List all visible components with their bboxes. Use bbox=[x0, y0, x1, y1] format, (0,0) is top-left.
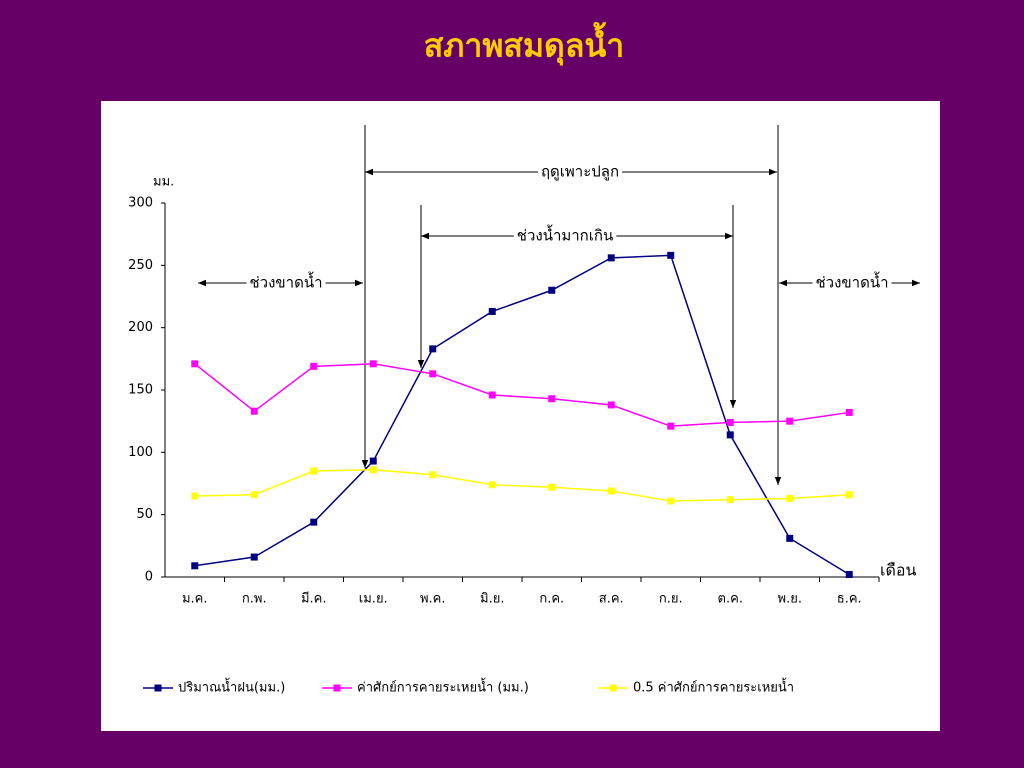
series-line bbox=[194, 363, 850, 427]
data-point bbox=[488, 481, 496, 489]
series-line bbox=[194, 469, 850, 502]
data-point bbox=[667, 251, 675, 259]
data-point bbox=[310, 518, 318, 526]
annotation-bg bbox=[246, 271, 326, 292]
y-tick-label: 200 bbox=[128, 320, 153, 335]
chart-panel bbox=[101, 101, 940, 731]
legend-label: 0.5 ค่าศักย์การคายระเหยน้ำ bbox=[633, 678, 794, 696]
annotation-bg bbox=[537, 162, 623, 181]
legend-marker bbox=[333, 684, 341, 692]
series-line bbox=[194, 254, 850, 576]
data-point bbox=[429, 471, 437, 479]
x-tick-label: ก.ย. bbox=[659, 592, 683, 607]
annotation-label: ช่วงขาดน้ำ bbox=[249, 272, 322, 292]
annotation-label: ฤดูเพาะปลูก bbox=[541, 163, 619, 181]
annotation-label: ช่วงขาดน้ำ bbox=[815, 272, 888, 292]
legend-label: ปริมาณน้ำฝน(มม.) bbox=[178, 678, 285, 696]
x-tick-label: พ.ค. bbox=[420, 592, 446, 607]
y-tick-label: 250 bbox=[128, 258, 153, 273]
data-point bbox=[845, 491, 853, 499]
data-point bbox=[726, 496, 734, 504]
data-point bbox=[845, 571, 853, 579]
data-point bbox=[250, 407, 258, 415]
data-point bbox=[667, 422, 675, 430]
x-tick-label: ก.ค. bbox=[539, 592, 564, 607]
data-point bbox=[607, 487, 615, 495]
data-point bbox=[548, 395, 556, 403]
data-point bbox=[786, 494, 794, 502]
data-point bbox=[369, 466, 377, 474]
x-tick-label: ส.ค. bbox=[599, 592, 624, 607]
annotation-bg bbox=[812, 271, 892, 292]
y-axis-label: มม. bbox=[153, 175, 174, 190]
y-tick-label: 50 bbox=[136, 507, 153, 522]
data-point bbox=[548, 483, 556, 491]
x-axis-label: เดือน bbox=[880, 561, 916, 580]
data-point bbox=[429, 345, 437, 353]
x-tick-label: ม.ค. bbox=[182, 592, 208, 607]
x-tick-label: พ.ย. bbox=[778, 592, 802, 607]
annotation-bg bbox=[513, 224, 617, 245]
data-point bbox=[250, 491, 258, 499]
x-tick-label: มี.ค. bbox=[301, 591, 327, 607]
data-point bbox=[250, 553, 258, 561]
data-point bbox=[726, 431, 734, 439]
legend-marker bbox=[154, 684, 162, 692]
y-tick-label: 0 bbox=[145, 570, 153, 585]
data-point bbox=[786, 417, 794, 425]
slide-title: สภาพสมดุลน้ำ bbox=[424, 22, 625, 67]
data-point bbox=[845, 408, 853, 416]
legend-label: ค่าศักย์การคายระเหยน้ำ (มม.) bbox=[357, 678, 529, 696]
data-point bbox=[429, 370, 437, 378]
data-point bbox=[667, 497, 675, 505]
data-point bbox=[369, 457, 377, 465]
data-point bbox=[191, 492, 199, 500]
data-point bbox=[607, 401, 615, 409]
x-tick-label: เม.ย. bbox=[359, 592, 388, 607]
data-point bbox=[488, 391, 496, 399]
data-point bbox=[607, 254, 615, 262]
data-point bbox=[310, 467, 318, 475]
annotation-label: ช่วงน้ำมากเกิน bbox=[517, 225, 613, 245]
data-point bbox=[548, 286, 556, 294]
x-tick-label: ธ.ค. bbox=[837, 592, 862, 607]
data-point bbox=[488, 307, 496, 315]
data-point bbox=[191, 562, 199, 570]
y-tick-label: 150 bbox=[128, 383, 153, 398]
data-point bbox=[786, 534, 794, 542]
y-tick-label: 300 bbox=[128, 196, 153, 211]
y-tick-label: 100 bbox=[128, 445, 153, 460]
data-point bbox=[310, 362, 318, 370]
x-tick-label: มิ.ย. bbox=[480, 592, 504, 607]
data-point bbox=[369, 360, 377, 368]
x-tick-label: ต.ค. bbox=[718, 592, 743, 607]
data-point bbox=[726, 418, 734, 426]
data-point bbox=[191, 360, 199, 368]
legend-marker bbox=[609, 684, 617, 692]
x-tick-label: ก.พ. bbox=[242, 592, 267, 607]
